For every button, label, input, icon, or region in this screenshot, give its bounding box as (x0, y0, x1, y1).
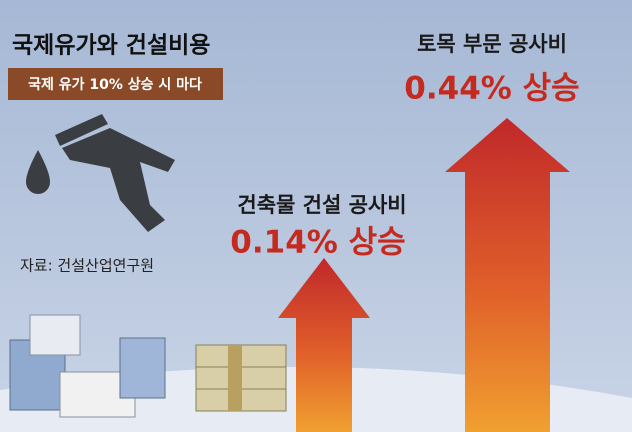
arrow-small (278, 258, 370, 432)
subtitle-box (8, 68, 223, 100)
arrow-large (445, 118, 570, 432)
item-label: 토목 부문 공사비 (417, 32, 567, 56)
source: 자료: 건설산업연구원 (20, 257, 154, 275)
title: 국제유가와 건설비용 (12, 33, 210, 59)
item-value: 0.44% 상승 (404, 71, 579, 107)
money (195, 344, 287, 412)
item-label: 건축물 건설 공사비 (237, 193, 406, 217)
item-value: 0.14% 상승 (230, 225, 405, 261)
fuel-icon (26, 114, 175, 232)
buildings (9, 314, 166, 418)
subtitle: 국제 유가 10% 상승 시 마다 (28, 77, 202, 93)
